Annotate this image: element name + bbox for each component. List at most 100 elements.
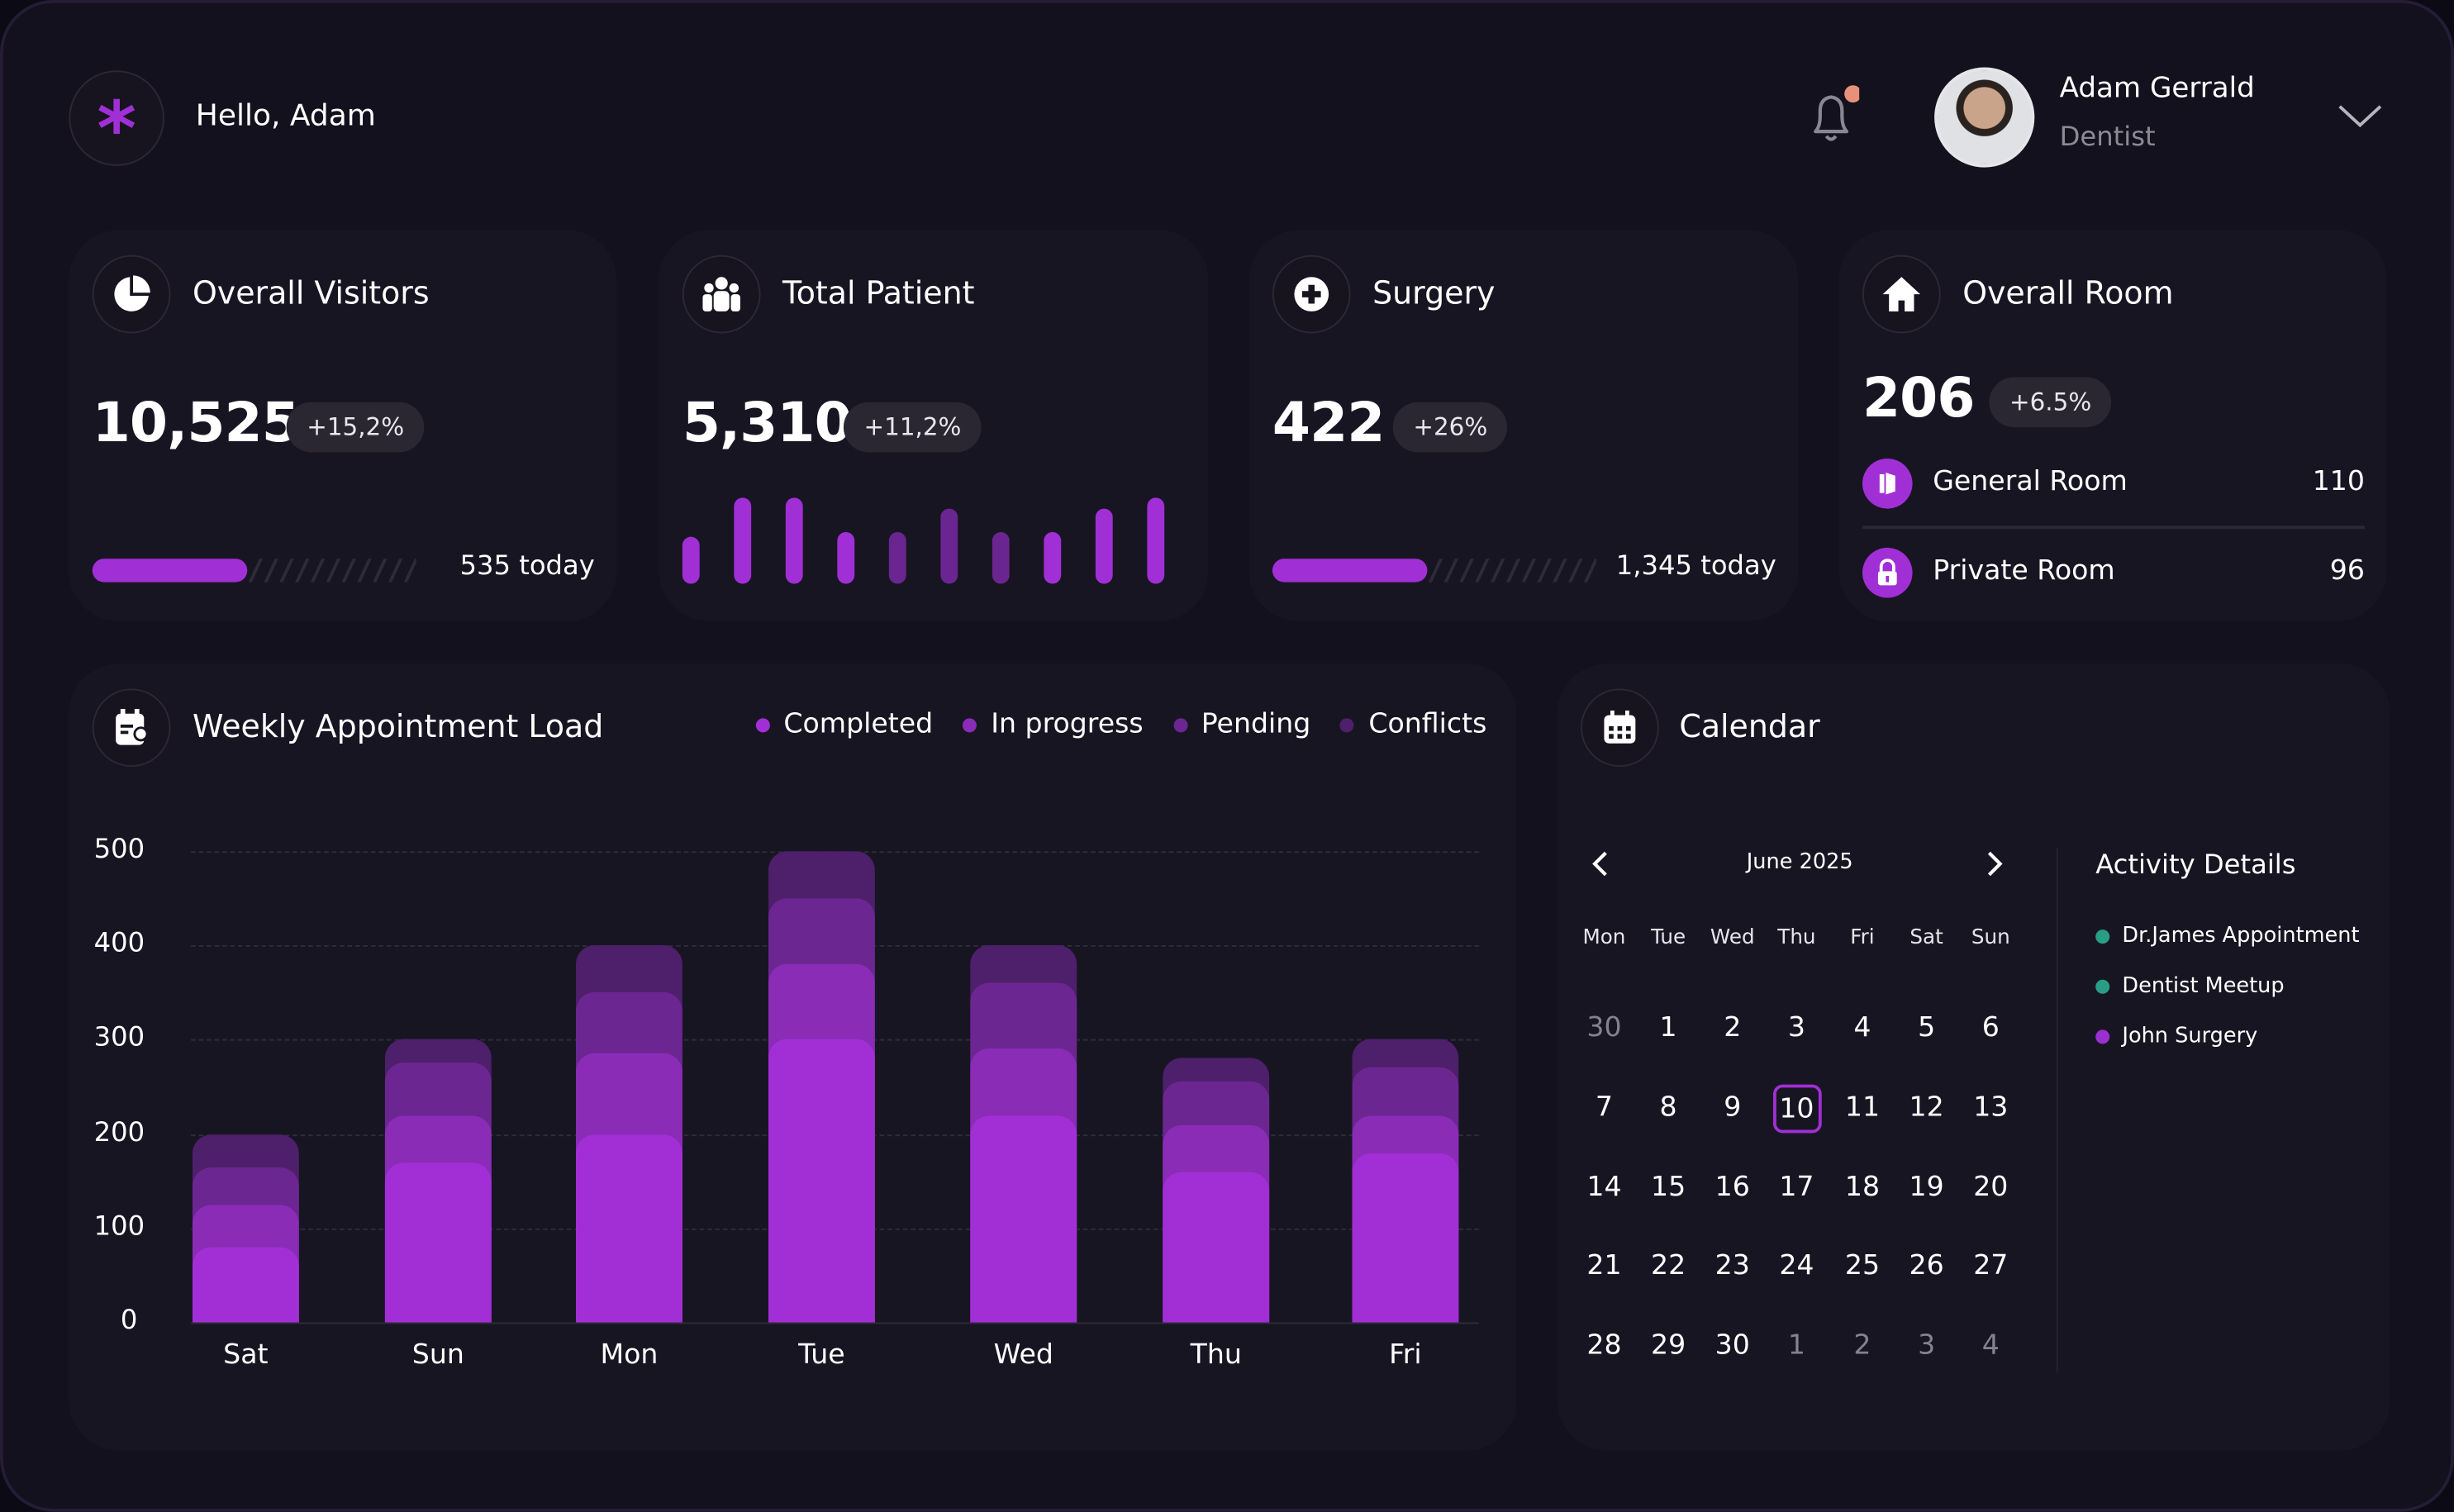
mini-bar — [682, 536, 700, 584]
calendar-day[interactable]: 2 — [1853, 1329, 1871, 1362]
visitors-progress — [92, 559, 416, 582]
y-tick-label: 100 — [93, 1210, 145, 1243]
calendar-day[interactable]: 26 — [1909, 1250, 1944, 1282]
calendar-day[interactable]: 17 — [1779, 1172, 1814, 1204]
legend-dot — [1172, 717, 1187, 732]
mini-bar — [1147, 497, 1165, 584]
rooms-value: 206 — [1862, 368, 1975, 430]
calendar-day[interactable]: 2 — [1724, 1012, 1742, 1044]
mini-bar — [837, 531, 855, 584]
bar-segment-completed[interactable] — [1163, 1172, 1270, 1323]
calendar-day[interactable]: 30 — [1586, 1012, 1622, 1044]
calendar-day[interactable]: 3 — [1787, 1012, 1805, 1044]
activity-item[interactable]: Dr.James Appointment — [2095, 923, 2360, 949]
mini-bar — [734, 497, 752, 584]
calendar-day[interactable]: 4 — [1981, 1329, 2000, 1362]
legend-dot — [1340, 717, 1355, 732]
medical-plus-icon — [1294, 277, 1329, 311]
legend-dot — [963, 717, 977, 732]
bar-segment-completed[interactable] — [576, 1134, 682, 1323]
month-label: June 2025 — [1746, 849, 1853, 875]
calendar-card — [1557, 663, 2390, 1451]
room-value: 110 — [2312, 466, 2365, 498]
calendar-day[interactable]: 20 — [1973, 1172, 2009, 1204]
bar-segment-completed[interactable] — [384, 1162, 492, 1323]
change-badge: +11,2% — [843, 402, 982, 453]
divider — [2056, 848, 2058, 1373]
legend-dot — [755, 717, 770, 732]
avatar[interactable] — [1934, 67, 2035, 168]
calendar-day[interactable]: 24 — [1779, 1250, 1814, 1282]
lock-icon — [1877, 559, 1897, 586]
calendar-day[interactable]: 5 — [1918, 1012, 1936, 1044]
legend-item: Completed — [755, 709, 933, 740]
activity-title: Activity Details — [2095, 849, 2296, 882]
legend-label: Pending — [1201, 709, 1311, 740]
bar-segment-completed[interactable] — [970, 1115, 1077, 1323]
bar-segment-completed[interactable] — [192, 1247, 299, 1323]
surgery-progress — [1272, 559, 1596, 582]
calendar-day[interactable]: 8 — [1659, 1092, 1677, 1124]
calendar-day[interactable]: 18 — [1844, 1172, 1881, 1204]
calendar-day[interactable]: 13 — [1973, 1092, 2009, 1124]
calendar-day[interactable]: 12 — [1909, 1092, 1944, 1124]
greeting: Hello, Adam — [195, 98, 376, 133]
calendar-day[interactable]: 27 — [1973, 1250, 2009, 1282]
bar-segment-completed[interactable] — [1352, 1153, 1459, 1323]
calendar-day[interactable]: 1 — [1659, 1012, 1677, 1044]
patients-value: 5,310 — [682, 392, 853, 456]
activity-label: Dr.James Appointment — [2122, 923, 2360, 949]
calendar-day[interactable]: 9 — [1724, 1092, 1742, 1124]
card-title: Surgery — [1372, 273, 1496, 311]
calendar-day[interactable]: 1 — [1787, 1329, 1805, 1362]
calendar-day[interactable]: 11 — [1844, 1092, 1881, 1124]
weekday-label: Tue — [1651, 926, 1686, 950]
bar-segment-completed[interactable] — [768, 1039, 875, 1323]
activity-item[interactable]: Dentist Meetup — [2095, 973, 2285, 999]
activity-dot — [2095, 929, 2110, 944]
calendar-day[interactable]: 25 — [1844, 1250, 1881, 1282]
calendar-day[interactable]: 22 — [1651, 1250, 1686, 1282]
x-tick-label: Thu — [1190, 1339, 1242, 1372]
calendar-day[interactable]: 6 — [1981, 1012, 2000, 1044]
pie-chart-icon — [114, 275, 150, 311]
room-label: General Room — [1933, 466, 2128, 498]
calendar-day[interactable]: 16 — [1714, 1172, 1750, 1204]
calendar-day[interactable]: 14 — [1586, 1172, 1622, 1204]
mini-bar — [992, 531, 1010, 584]
calendar-day-selected[interactable]: 10 — [1772, 1083, 1821, 1133]
x-tick-label: Sun — [411, 1339, 464, 1372]
profile-dropdown-button[interactable] — [2337, 100, 2384, 137]
calendar-user-icon — [116, 709, 149, 745]
today-count: 1,345 today — [1615, 550, 1776, 582]
legend-item: Pending — [1172, 709, 1311, 740]
calendar-day[interactable]: 3 — [1918, 1329, 1936, 1362]
calendar-day[interactable]: 30 — [1714, 1329, 1750, 1362]
chart-title: Weekly Appointment Load — [192, 707, 604, 745]
weekday-label: Sat — [1909, 926, 1943, 950]
calendar-day[interactable]: 19 — [1909, 1172, 1944, 1204]
calendar-day[interactable]: 21 — [1586, 1250, 1622, 1282]
prev-month-button[interactable] — [1587, 849, 1612, 886]
card-title: Total Patient — [782, 273, 975, 311]
calendar-day[interactable]: 15 — [1651, 1172, 1686, 1204]
bell-icon — [1814, 85, 1862, 141]
calendar-day[interactable]: 28 — [1586, 1329, 1622, 1362]
y-tick-label: 500 — [93, 834, 145, 866]
legend-label: Conflicts — [1368, 709, 1487, 740]
x-tick-label: Sat — [223, 1339, 269, 1372]
activity-label: Dentist Meetup — [2122, 973, 2285, 999]
y-tick-label: 300 — [93, 1022, 145, 1054]
calendar-day[interactable]: 7 — [1595, 1092, 1613, 1124]
divider — [1862, 525, 2365, 530]
room-label: Private Room — [1933, 555, 2115, 587]
logo[interactable]: * — [69, 70, 164, 167]
calendar-day[interactable]: 23 — [1714, 1250, 1750, 1282]
mini-bar — [785, 497, 803, 584]
x-tick-label: Fri — [1389, 1339, 1422, 1372]
calendar-day[interactable]: 29 — [1651, 1329, 1686, 1362]
next-month-button[interactable] — [1983, 849, 2008, 886]
activity-item[interactable]: John Surgery — [2095, 1024, 2257, 1048]
notification-button[interactable] — [1806, 84, 1862, 147]
calendar-day[interactable]: 4 — [1853, 1012, 1871, 1044]
